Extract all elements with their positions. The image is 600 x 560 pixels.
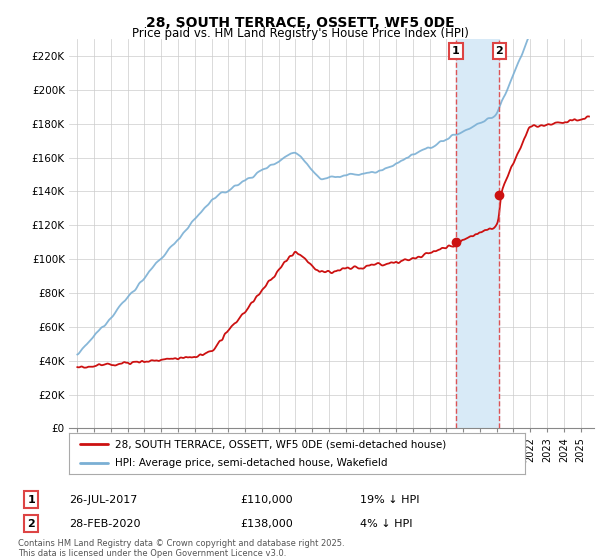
Text: 28-FEB-2020: 28-FEB-2020 <box>69 519 140 529</box>
Text: 4% ↓ HPI: 4% ↓ HPI <box>360 519 413 529</box>
Text: £138,000: £138,000 <box>240 519 293 529</box>
Bar <box>456 39 499 428</box>
Text: 1: 1 <box>452 46 460 56</box>
Text: Price paid vs. HM Land Registry's House Price Index (HPI): Price paid vs. HM Land Registry's House … <box>131 27 469 40</box>
Text: 26-JUL-2017: 26-JUL-2017 <box>69 494 137 505</box>
Text: 2: 2 <box>28 519 35 529</box>
Text: 2: 2 <box>496 46 503 56</box>
Text: £110,000: £110,000 <box>240 494 293 505</box>
Text: 19% ↓ HPI: 19% ↓ HPI <box>360 494 419 505</box>
Text: 28, SOUTH TERRACE, OSSETT, WF5 0DE (semi-detached house): 28, SOUTH TERRACE, OSSETT, WF5 0DE (semi… <box>115 440 446 450</box>
Text: 28, SOUTH TERRACE, OSSETT, WF5 0DE: 28, SOUTH TERRACE, OSSETT, WF5 0DE <box>146 16 454 30</box>
Text: 1: 1 <box>28 494 35 505</box>
Text: HPI: Average price, semi-detached house, Wakefield: HPI: Average price, semi-detached house,… <box>115 458 387 468</box>
Text: Contains HM Land Registry data © Crown copyright and database right 2025.
This d: Contains HM Land Registry data © Crown c… <box>18 539 344 558</box>
